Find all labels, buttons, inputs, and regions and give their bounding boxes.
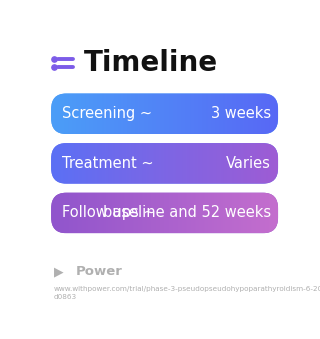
Text: ▶: ▶ (54, 265, 63, 278)
Text: Timeline: Timeline (84, 49, 218, 77)
Text: baseline and 52 weeks: baseline and 52 weeks (102, 205, 271, 220)
FancyBboxPatch shape (51, 94, 278, 134)
Text: Treatment ~: Treatment ~ (61, 156, 153, 171)
Text: Follow ups ~: Follow ups ~ (61, 205, 155, 220)
Text: 3 weeks: 3 weeks (211, 106, 271, 121)
Text: www.withpower.com/trial/phase-3-pseudopseudohypoparathyroidism-6-2020-
d0863: www.withpower.com/trial/phase-3-pseudops… (54, 285, 320, 300)
FancyBboxPatch shape (51, 193, 278, 233)
Text: Screening ~: Screening ~ (61, 106, 152, 121)
Text: Power: Power (76, 265, 123, 278)
FancyBboxPatch shape (51, 143, 278, 184)
Text: Varies: Varies (226, 156, 271, 171)
